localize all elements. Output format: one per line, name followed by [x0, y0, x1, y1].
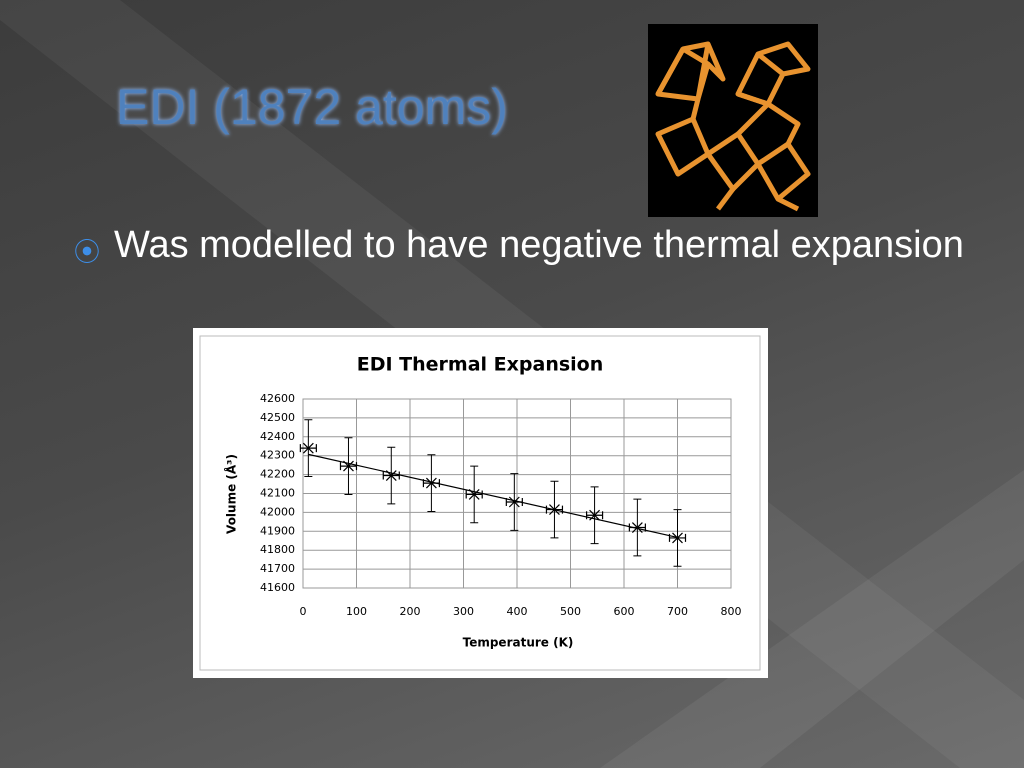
data-point — [668, 532, 687, 544]
chart-title: EDI Thermal Expansion — [357, 354, 604, 376]
slide-title: EDI (1872 atoms) — [116, 79, 508, 135]
data-point — [545, 504, 564, 515]
x-tick-label: 100 — [346, 605, 367, 618]
data-point — [628, 522, 646, 533]
x-tick-label: 800 — [721, 605, 742, 618]
y-tick-label: 41800 — [260, 543, 295, 556]
y-tick-label: 41600 — [260, 581, 295, 594]
x-tick-label: 600 — [614, 605, 635, 618]
data-point — [299, 442, 317, 454]
y-axis-label: Volume (Å³) — [224, 454, 239, 534]
bullet-icon: ⦿ — [74, 237, 101, 267]
x-axis-label: Temperature (K) — [463, 636, 574, 650]
data-point — [422, 477, 440, 489]
data-point — [465, 489, 483, 500]
x-tick-label: 200 — [400, 605, 421, 618]
trend-line — [308, 453, 678, 539]
data-point — [382, 470, 400, 481]
structure-image — [648, 24, 818, 217]
bullet-text: Was modelled to have negative thermal ex… — [114, 224, 964, 266]
y-tick-label: 42600 — [260, 392, 295, 405]
data-point — [505, 496, 523, 508]
x-tick-label: 700 — [667, 605, 688, 618]
data-point — [339, 460, 358, 472]
y-tick-label: 42100 — [260, 487, 295, 500]
chart-border — [199, 335, 761, 671]
data-point — [585, 509, 604, 521]
x-tick-label: 300 — [453, 605, 474, 618]
x-tick-label: 0 — [300, 605, 307, 618]
y-tick-label: 42500 — [260, 411, 295, 424]
y-tick-label: 42200 — [260, 468, 295, 481]
y-tick-label: 42300 — [260, 449, 295, 462]
y-tick-label: 41700 — [260, 562, 295, 575]
x-tick-label: 400 — [507, 605, 528, 618]
y-tick-label: 41900 — [260, 524, 295, 537]
y-tick-label: 42000 — [260, 505, 295, 518]
x-tick-label: 500 — [560, 605, 581, 618]
y-tick-label: 42400 — [260, 430, 295, 443]
